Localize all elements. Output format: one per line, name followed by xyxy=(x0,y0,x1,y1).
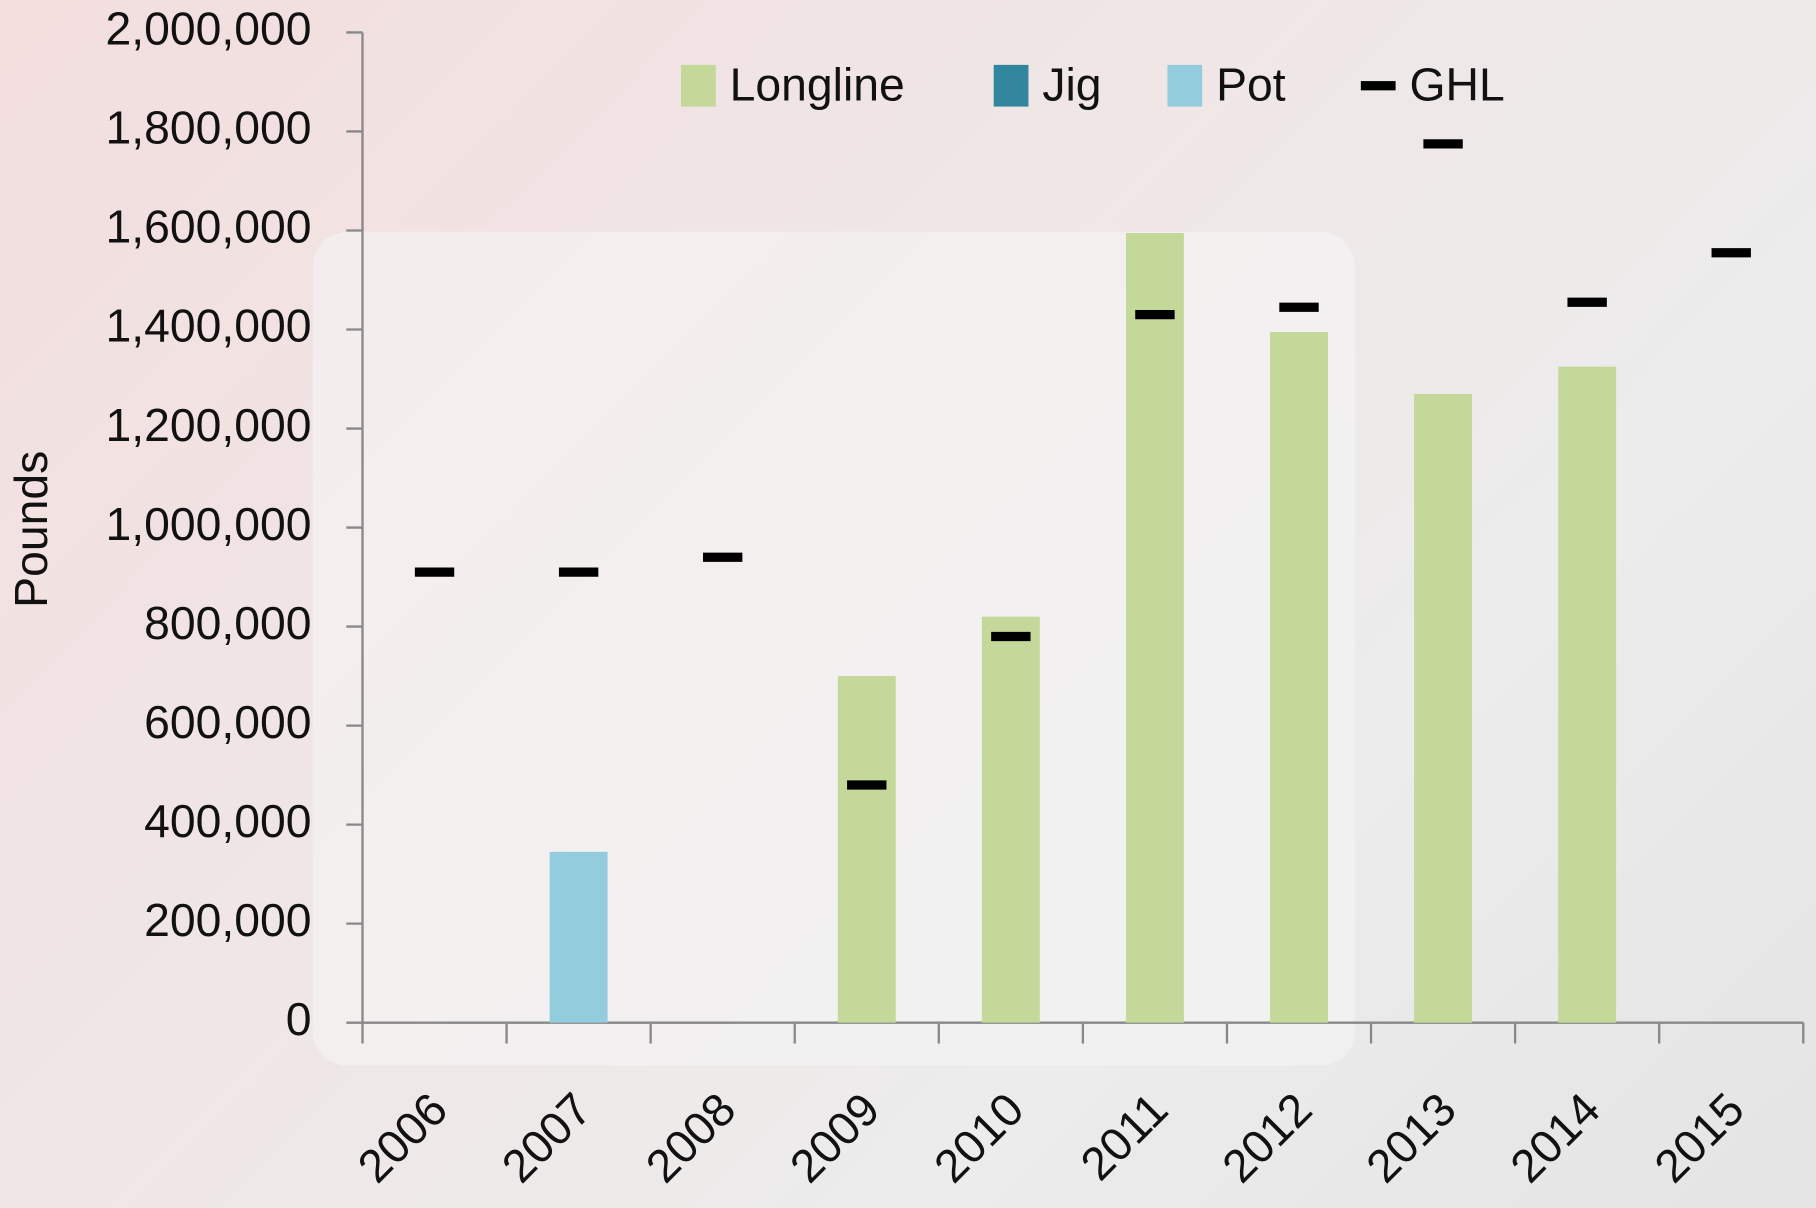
y-tick-label: 400,000 xyxy=(144,795,311,847)
x-tick-label: 2010 xyxy=(924,1083,1034,1193)
bar xyxy=(1558,367,1616,1023)
y-axis-label: Pounds xyxy=(5,451,57,608)
legend-swatch xyxy=(1167,65,1202,107)
legend-swatch xyxy=(681,65,716,107)
x-tick-label: 2015 xyxy=(1644,1083,1754,1193)
bar xyxy=(1126,233,1184,1023)
x-tick-label: 2012 xyxy=(1212,1083,1322,1193)
y-tick-label: 600,000 xyxy=(144,696,311,748)
x-tick-label: 2006 xyxy=(348,1083,458,1193)
legend-label: Jig xyxy=(1042,58,1101,110)
x-tick-label: 2013 xyxy=(1356,1083,1466,1193)
y-tick-label: 1,800,000 xyxy=(105,102,311,154)
y-tick-label: 0 xyxy=(286,993,312,1045)
x-tick-label: 2014 xyxy=(1500,1083,1610,1193)
chart: Pounds 0 200,000 400,000 600,000 800,000 1,00… xyxy=(0,0,1816,1208)
bar xyxy=(1414,394,1472,1023)
bar xyxy=(982,617,1040,1023)
y-tick-label: 800,000 xyxy=(144,597,311,649)
legend-swatch xyxy=(1361,81,1396,90)
y-tick-label: 2,000,000 xyxy=(105,3,311,55)
y-tick-label: 1,600,000 xyxy=(105,201,311,253)
bar xyxy=(550,852,608,1023)
y-tick-label: 1,200,000 xyxy=(105,399,311,451)
x-tick-label: 2007 xyxy=(492,1083,602,1193)
x-tick-label: 2008 xyxy=(636,1083,746,1193)
y-tick-label: 1,000,000 xyxy=(105,498,311,550)
legend-label: GHL xyxy=(1409,58,1504,110)
bar xyxy=(838,676,896,1023)
background-shape xyxy=(313,232,1355,1066)
legend-label: Longline xyxy=(730,58,905,110)
y-tick-label: 1,400,000 xyxy=(105,300,311,352)
legend-label: Pot xyxy=(1216,58,1286,110)
y-tick-label: 200,000 xyxy=(144,894,311,946)
x-tick-label: 2009 xyxy=(780,1083,890,1193)
x-tick-label: 2011 xyxy=(1070,1083,1177,1190)
bar xyxy=(1270,332,1328,1023)
legend-swatch xyxy=(994,65,1029,107)
